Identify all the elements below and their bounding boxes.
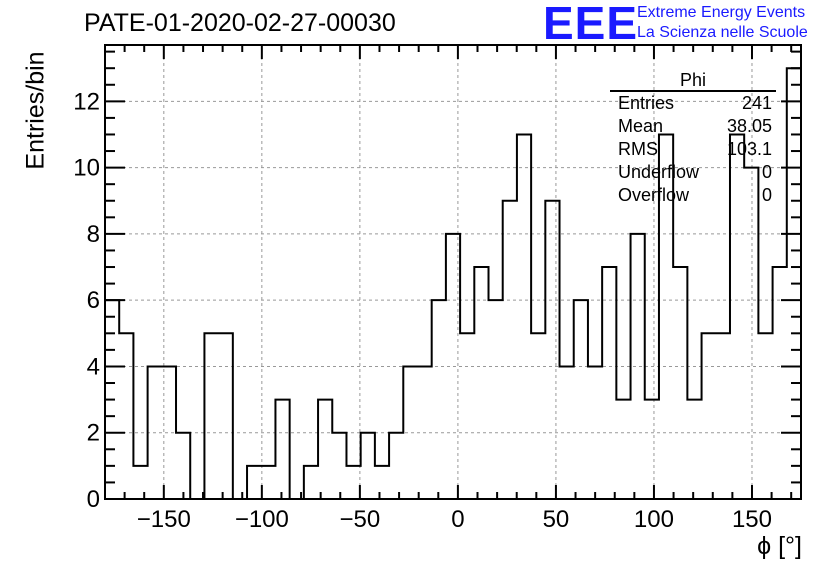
y-axis-label: Entries/bin	[21, 51, 50, 170]
histogram-bin	[503, 201, 517, 499]
histogram-bin	[531, 333, 545, 499]
histogram-bin	[673, 267, 687, 499]
stats-label: Underflow	[618, 162, 700, 182]
stats-row-entries: Entries 241	[610, 92, 776, 115]
histogram-bin	[574, 300, 588, 499]
histogram-bin	[332, 433, 346, 499]
y-tick-label: 6	[87, 287, 100, 314]
x-axis-label: ϕ [°]	[757, 532, 802, 560]
histogram-bin	[517, 134, 531, 499]
histogram-bin	[304, 466, 318, 499]
x-tick-label: −150	[137, 506, 191, 533]
tick-labels: −150 −100 −50 0 50 100 150 0 2 4 6 8 10 12	[73, 88, 772, 533]
histogram-bin	[375, 466, 389, 499]
histogram-bin	[758, 333, 772, 499]
histogram-bin	[219, 333, 233, 499]
stats-label: Entries	[618, 93, 675, 113]
x-tick-label: 50	[543, 506, 570, 533]
histogram-series	[105, 67, 801, 500]
histogram-bin	[133, 466, 147, 499]
histogram-bin	[716, 333, 730, 499]
histogram-bin	[432, 300, 446, 499]
y-tick-label: 0	[87, 486, 100, 513]
stats-value: 241	[741, 93, 772, 113]
stats-value: 38.05	[726, 116, 772, 136]
histogram-bin	[616, 400, 630, 499]
histogram-bin	[261, 466, 275, 499]
histogram-bin	[631, 234, 645, 499]
x-tick-label: −50	[340, 506, 381, 533]
histogram-bin	[346, 466, 360, 499]
histogram-bin	[645, 400, 659, 499]
eee-logo: EEE	[543, 0, 639, 49]
stats-row-underflow: Underflow 0	[610, 161, 776, 184]
stats-value: 0	[761, 185, 772, 205]
stats-box: Phi Entries 241 Mean 38.05 RMS 103.1 Und…	[610, 70, 776, 207]
y-tick-label: 12	[73, 88, 100, 115]
x-tick-label: 0	[451, 506, 464, 533]
histogram-bin	[204, 333, 218, 499]
x-tick-label: 150	[732, 506, 772, 533]
stats-row-overflow: Overflow 0	[610, 184, 776, 207]
logo-text-line1: Extreme Energy Events	[637, 4, 806, 21]
histogram-bin	[474, 267, 488, 499]
histogram-bin	[176, 433, 190, 499]
stats-row-rms: RMS 103.1	[610, 138, 776, 161]
stats-label: Overflow	[618, 185, 690, 205]
x-tick-label: 100	[634, 506, 674, 533]
histogram-bin	[545, 201, 559, 499]
plot-frame	[104, 44, 802, 500]
y-tick-label: 2	[87, 420, 100, 447]
grid-lines	[105, 45, 801, 499]
histogram-outline	[105, 67, 801, 500]
histogram-bin	[119, 333, 133, 499]
histogram-bin	[275, 400, 289, 499]
chart-title: PATE-01-2020-02-27-00030	[84, 9, 396, 37]
histogram-bin	[389, 433, 403, 499]
stats-row-mean: Mean 38.05	[610, 115, 776, 138]
stats-value: 0	[761, 162, 772, 182]
logo-text-line2: La Scienza nelle Scuole	[637, 24, 808, 41]
stats-label: Mean	[618, 116, 664, 136]
x-tick-label: −100	[235, 506, 289, 533]
stats-label: RMS	[618, 139, 658, 159]
histogram-bin	[687, 400, 701, 499]
histogram-bin	[702, 333, 716, 499]
histogram-bin	[460, 333, 474, 499]
histogram-bin	[489, 300, 503, 499]
histogram-bin	[588, 366, 602, 499]
y-tick-label: 10	[73, 155, 100, 182]
y-tick-label: 4	[87, 353, 100, 380]
y-tick-label: 8	[87, 221, 100, 248]
histogram-bin	[602, 267, 616, 499]
stats-title: Phi	[610, 70, 776, 92]
histogram-bin	[318, 400, 332, 499]
axis-ticks	[105, 45, 801, 500]
histogram-bin	[773, 267, 787, 499]
histogram-bin	[247, 466, 261, 499]
stats-value: 103.1	[726, 139, 772, 159]
histogram-bin	[361, 433, 375, 499]
histogram-bin	[744, 168, 758, 499]
